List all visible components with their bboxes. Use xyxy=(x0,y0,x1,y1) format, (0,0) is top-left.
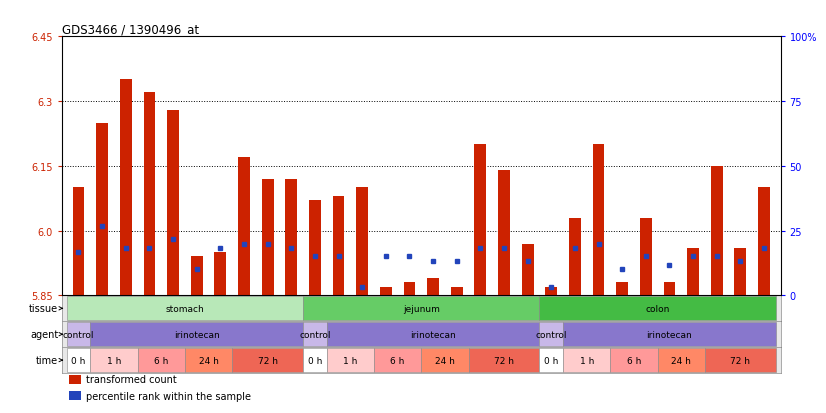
Text: agent: agent xyxy=(30,330,59,339)
Bar xyxy=(451,287,463,296)
Text: 1 h: 1 h xyxy=(107,356,121,365)
FancyBboxPatch shape xyxy=(138,348,185,372)
Bar xyxy=(167,110,179,296)
FancyBboxPatch shape xyxy=(705,348,776,372)
FancyBboxPatch shape xyxy=(232,348,303,372)
Text: 72 h: 72 h xyxy=(258,356,278,365)
FancyBboxPatch shape xyxy=(539,297,776,320)
Text: stomach: stomach xyxy=(165,304,204,313)
Bar xyxy=(592,145,605,296)
Bar xyxy=(120,80,131,296)
FancyBboxPatch shape xyxy=(539,348,563,372)
Text: 24 h: 24 h xyxy=(435,356,455,365)
Text: transformed count: transformed count xyxy=(87,374,177,384)
Text: time: time xyxy=(36,355,59,365)
FancyBboxPatch shape xyxy=(67,297,303,320)
FancyBboxPatch shape xyxy=(327,323,539,346)
Text: control: control xyxy=(299,330,330,339)
Text: 72 h: 72 h xyxy=(494,356,514,365)
Text: 24 h: 24 h xyxy=(198,356,218,365)
FancyBboxPatch shape xyxy=(468,348,539,372)
FancyBboxPatch shape xyxy=(303,297,539,320)
FancyBboxPatch shape xyxy=(421,348,468,372)
Text: 1 h: 1 h xyxy=(580,356,594,365)
FancyBboxPatch shape xyxy=(303,323,327,346)
Text: 6 h: 6 h xyxy=(154,356,169,365)
Text: control: control xyxy=(63,330,94,339)
FancyBboxPatch shape xyxy=(90,323,303,346)
Bar xyxy=(380,287,392,296)
Bar xyxy=(427,278,439,296)
Bar xyxy=(356,188,368,296)
Bar xyxy=(333,197,344,296)
Text: 1 h: 1 h xyxy=(343,356,358,365)
Bar xyxy=(73,188,84,296)
Text: percentile rank within the sample: percentile rank within the sample xyxy=(87,391,251,401)
Text: irinotecan: irinotecan xyxy=(173,330,220,339)
FancyBboxPatch shape xyxy=(327,348,374,372)
Bar xyxy=(309,201,320,296)
Bar xyxy=(215,252,226,296)
Text: 0 h: 0 h xyxy=(544,356,558,365)
FancyBboxPatch shape xyxy=(539,323,563,346)
Text: 24 h: 24 h xyxy=(672,356,691,365)
Bar xyxy=(569,218,581,296)
Text: irinotecan: irinotecan xyxy=(647,330,692,339)
Text: tissue: tissue xyxy=(29,304,59,313)
Text: 72 h: 72 h xyxy=(730,356,750,365)
FancyBboxPatch shape xyxy=(657,348,705,372)
FancyBboxPatch shape xyxy=(374,348,421,372)
Text: GDS3466 / 1390496_at: GDS3466 / 1390496_at xyxy=(62,23,199,36)
Text: 0 h: 0 h xyxy=(71,356,86,365)
FancyBboxPatch shape xyxy=(563,323,776,346)
Bar xyxy=(144,93,155,296)
Text: 6 h: 6 h xyxy=(627,356,641,365)
FancyBboxPatch shape xyxy=(67,348,90,372)
Text: colon: colon xyxy=(645,304,670,313)
Bar xyxy=(262,179,273,296)
Bar xyxy=(734,248,747,296)
Bar xyxy=(522,244,534,296)
Text: jejunum: jejunum xyxy=(403,304,439,313)
FancyBboxPatch shape xyxy=(90,348,138,372)
Bar xyxy=(545,287,558,296)
Bar xyxy=(663,282,676,296)
Bar xyxy=(640,218,652,296)
Bar xyxy=(96,123,108,296)
Bar xyxy=(285,179,297,296)
Bar xyxy=(498,171,510,296)
FancyBboxPatch shape xyxy=(610,348,657,372)
Text: 6 h: 6 h xyxy=(391,356,405,365)
Bar xyxy=(687,248,699,296)
Bar xyxy=(616,282,628,296)
Text: control: control xyxy=(535,330,567,339)
Bar xyxy=(191,257,202,296)
Text: irinotecan: irinotecan xyxy=(411,330,456,339)
Bar xyxy=(404,282,415,296)
Text: 0 h: 0 h xyxy=(308,356,322,365)
Bar xyxy=(474,145,487,296)
FancyBboxPatch shape xyxy=(303,348,327,372)
Bar xyxy=(238,158,250,296)
Bar xyxy=(711,166,723,296)
Bar xyxy=(69,375,81,384)
Bar xyxy=(758,188,770,296)
FancyBboxPatch shape xyxy=(67,323,90,346)
Bar xyxy=(69,391,81,400)
FancyBboxPatch shape xyxy=(563,348,610,372)
FancyBboxPatch shape xyxy=(185,348,232,372)
